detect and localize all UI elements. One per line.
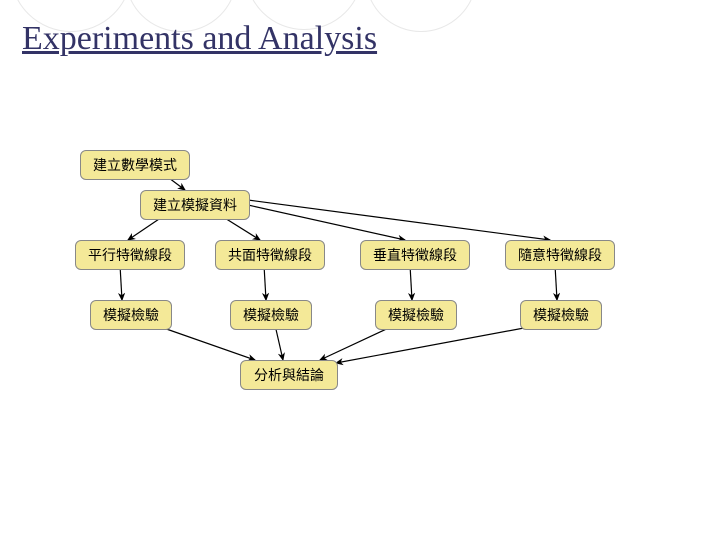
bg-circle [365,0,477,32]
node-sim-test-3: 模擬檢驗 [375,300,457,330]
node-analysis: 分析與結論 [240,360,338,390]
node-label: 模擬檢驗 [533,307,589,323]
node-label: 模擬檢驗 [103,307,159,323]
node-random: 隨意特徵線段 [505,240,615,270]
node-sim-data: 建立模擬資料 [140,190,250,220]
node-math-model: 建立數學模式 [80,150,190,180]
node-label: 共面特徵線段 [228,247,312,263]
node-label: 建立數學模式 [93,157,177,173]
node-label: 隨意特徵線段 [518,247,602,263]
node-label: 模擬檢驗 [388,307,444,323]
node-label: 建立模擬資料 [153,197,237,213]
node-label: 分析與結論 [254,367,324,383]
node-label: 模擬檢驗 [243,307,299,323]
node-parallel: 平行特徵線段 [75,240,185,270]
node-label: 垂直特徵線段 [373,247,457,263]
node-label: 平行特徵線段 [88,247,172,263]
node-sim-test-4: 模擬檢驗 [520,300,602,330]
node-sim-test-2: 模擬檢驗 [230,300,312,330]
node-sim-test-1: 模擬檢驗 [90,300,172,330]
node-vertical: 垂直特徵線段 [360,240,470,270]
node-coplanar: 共面特徵線段 [215,240,325,270]
flow-arrows [0,0,720,540]
page-title: Experiments and Analysis [22,20,377,58]
